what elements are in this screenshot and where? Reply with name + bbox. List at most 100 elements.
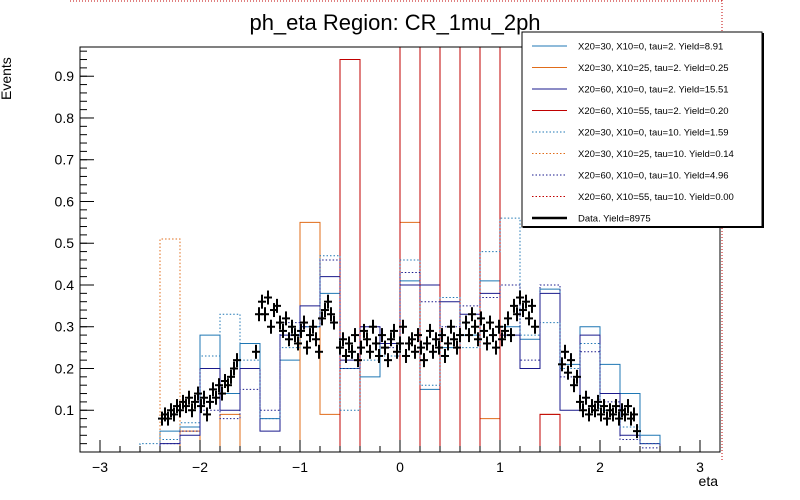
- data-point: [233, 353, 241, 368]
- data-point: [582, 390, 590, 405]
- legend-entry-label: X20=30, X10=25, tau=2. Yield=0.25: [578, 63, 729, 74]
- data-point: [357, 340, 365, 355]
- data-point: [267, 319, 275, 334]
- data-point: [513, 307, 521, 322]
- data-point: [276, 315, 284, 330]
- data-point: [597, 407, 605, 422]
- y-tick-label: 0.1: [55, 402, 75, 418]
- data-point: [354, 353, 362, 368]
- data-point: [321, 303, 329, 318]
- data-point: [576, 394, 584, 409]
- legend-entry-label: X20=60, X10=55, tau=10. Yield=0.00: [578, 192, 734, 203]
- data-point: [170, 407, 178, 422]
- x-tick-label: −1: [292, 459, 308, 475]
- data-point: [264, 290, 272, 305]
- data-point: [381, 340, 389, 355]
- data-point: [390, 323, 398, 338]
- data-point: [465, 328, 473, 343]
- data-point: [399, 319, 407, 334]
- data-point: [300, 315, 308, 330]
- data-point: [531, 319, 539, 334]
- data-point: [492, 340, 500, 355]
- data-point: [501, 323, 509, 338]
- data-point: [164, 411, 172, 426]
- data-point: [603, 411, 611, 426]
- histogram-series-5: [139, 217, 661, 452]
- data-point: [591, 403, 599, 418]
- data-point: [573, 369, 581, 384]
- data-point: [315, 344, 323, 359]
- data-point: [612, 399, 620, 414]
- legend-entry-label: Data. Yield=8975: [578, 214, 651, 225]
- data-point: [363, 332, 371, 347]
- x-tick-label: 1: [496, 459, 504, 475]
- data-point: [522, 294, 530, 309]
- y-tick-label: 0.5: [55, 235, 75, 251]
- data-point: [447, 319, 455, 334]
- data-point: [426, 323, 434, 338]
- data-point: [330, 315, 338, 330]
- data-point: [624, 399, 632, 414]
- data-point: [564, 365, 572, 380]
- data-point: [348, 344, 356, 359]
- y-tick-label: 0.8: [55, 110, 75, 126]
- data-point: [498, 332, 506, 347]
- data-point: [393, 344, 401, 359]
- legend-entry-label: X20=60, X10=55, tau=2. Yield=0.20: [578, 106, 729, 117]
- y-axis: 0.1 0.2 0.3 0.4 0.5 0.6 0.7 0.8 0.9: [55, 50, 94, 445]
- data-point: [209, 382, 217, 397]
- y-tick-label: 0.4: [55, 277, 75, 293]
- data-point: [261, 307, 269, 322]
- data-point: [188, 403, 196, 418]
- data-point: [176, 403, 184, 418]
- data-point: [342, 348, 350, 363]
- data-point: [528, 298, 536, 313]
- data-point: [312, 332, 320, 347]
- data-point: [489, 328, 497, 343]
- data-point: [621, 407, 629, 422]
- data-point: [510, 298, 518, 313]
- x-axis-label: eta: [699, 473, 719, 489]
- data-point: [185, 390, 193, 405]
- data-point: [462, 315, 470, 330]
- data-point: [615, 411, 623, 426]
- legend-shadow-right: [762, 33, 764, 228]
- data-point: [558, 357, 566, 372]
- data-point: [297, 323, 305, 338]
- data-point: [387, 332, 395, 347]
- data-point: [360, 323, 368, 338]
- data-point: [438, 328, 446, 343]
- data-point: [212, 390, 220, 405]
- data-point: [453, 340, 461, 355]
- data-points-layer: [158, 290, 641, 439]
- data-point: [282, 311, 290, 326]
- data-point: [288, 319, 296, 334]
- data-point: [495, 319, 503, 334]
- y-tick-label: 0.2: [55, 360, 75, 376]
- y-axis-label: Events: [0, 57, 14, 100]
- data-point: [366, 344, 374, 359]
- data-point: [402, 348, 410, 363]
- legend-box: [521, 31, 763, 228]
- data-point: [633, 424, 641, 439]
- data-point: [561, 344, 569, 359]
- data-point: [450, 332, 458, 347]
- data-point: [218, 386, 226, 401]
- legend-entry-label: X20=60, X10=0, tau=2. Yield=15.51: [578, 85, 729, 96]
- data-point: [570, 378, 578, 393]
- data-point: [291, 328, 299, 343]
- data-point: [345, 336, 353, 351]
- data-point: [516, 290, 524, 305]
- data-point: [369, 319, 377, 334]
- data-point: [444, 336, 452, 351]
- y-tick-label: 0.7: [55, 152, 75, 168]
- data-point: [351, 328, 359, 343]
- data-point: [507, 328, 515, 343]
- data-point: [200, 390, 208, 405]
- data-point: [585, 407, 593, 422]
- data-point: [567, 353, 575, 368]
- data-point: [429, 344, 437, 359]
- legend-entry-label: X20=30, X10=0, tau=2. Yield=8.91: [578, 42, 723, 53]
- data-point: [206, 394, 214, 409]
